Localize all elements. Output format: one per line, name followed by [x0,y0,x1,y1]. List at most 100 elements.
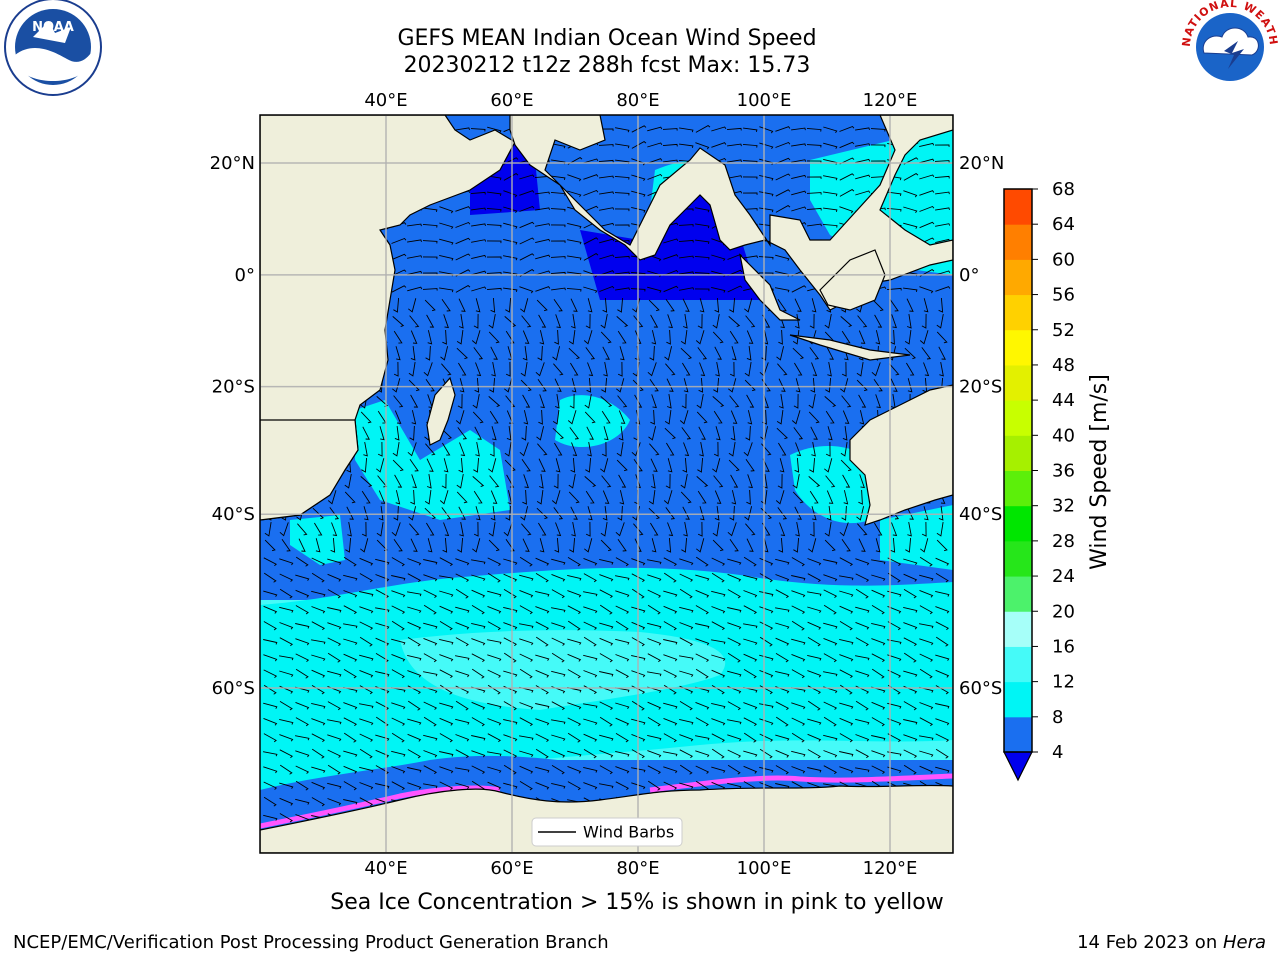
wind-barb [855,606,870,613]
wind-barb [664,346,673,361]
wind-barb [791,575,806,581]
wind-barb [599,207,615,211]
wind-barb [567,750,582,757]
map-subtitle: 20230212 t12z 288h fcst Max: 15.73 [403,53,811,78]
wind-barb [426,458,434,472]
wind-barb [615,605,630,614]
wind-barb [455,558,470,566]
wind-barb [424,490,432,505]
wind-barb [391,669,405,679]
wind-barb [583,606,598,614]
wind-barb [471,653,485,663]
colorbar-segment [1004,259,1032,296]
wind-barb [473,347,484,360]
wind-barb [650,314,659,328]
wind-barb [682,457,688,473]
wind-barb [360,411,372,424]
wind-barb [711,142,727,148]
wind-barb [584,411,596,424]
wind-barb [555,522,562,537]
colorbar-segment [1004,716,1032,753]
wind-barb [471,668,485,679]
map-area [260,115,953,853]
wind-barb [455,700,469,711]
wind-barb [360,538,369,553]
wind-barb [615,287,630,291]
wind-barb [519,442,529,457]
wind-barb [554,394,560,409]
wind-barb [539,538,545,553]
wind-barb [936,539,948,552]
wind-barb [599,701,614,711]
wind-barb [407,442,417,457]
wind-barb [475,298,481,313]
wind-barb [391,557,405,567]
wind-barb [472,476,485,488]
wind-barb [935,270,951,276]
wind-barb [871,653,885,663]
wind-barb [583,174,599,180]
lat-tick-label: 20°N [210,153,255,174]
wind-barb [811,298,817,313]
wind-barb [663,285,679,293]
wind-barb [347,522,352,537]
wind-barb [857,315,868,328]
wind-barb [855,190,871,196]
wind-barb [887,557,902,567]
wind-barb [519,589,534,598]
wind-barb [679,588,693,599]
wind-barb [535,207,550,211]
colorbar-tick-label: 68 [1052,179,1075,200]
wind-barb [505,505,511,521]
wind-barb [600,314,608,329]
wind-barb [919,158,935,164]
wind-barb [647,158,663,164]
wind-barb [855,588,869,599]
wind-barb [841,361,847,377]
wind-barb [407,573,422,583]
wind-barb [694,288,710,292]
wind-barb [376,539,388,552]
wind-barb [455,621,470,630]
wind-barb [535,654,550,661]
wind-barb [279,655,294,661]
wind-barb [567,157,583,165]
wind-barb [359,797,374,807]
wind-barb [859,410,865,425]
wind-barb [811,362,818,377]
wind-barb [647,765,661,775]
wind-barb [746,346,752,361]
wind-barb [503,637,517,647]
wind-barb [711,718,726,726]
wind-barb [871,574,886,582]
wind-barb [537,379,547,392]
wind-barb [679,749,693,759]
wind-barb [391,253,407,261]
wind-barb [329,507,340,520]
wind-barb [440,346,449,361]
wind-barb [375,607,390,613]
wind-barb [345,537,352,553]
wind-barb [567,669,581,679]
wind-barb [938,346,946,360]
wind-barb [745,523,756,536]
wind-barb [887,639,902,645]
wind-barb [471,574,486,582]
wind-barb [327,749,342,758]
wind-barb [663,254,679,260]
wind-barb [551,637,566,646]
wind-barb [807,670,822,678]
wind-barb [551,607,566,613]
wind-barb [439,717,454,726]
wind-barb [858,538,866,552]
wind-barb [823,765,838,775]
sea-ice-edge [260,785,501,829]
wind-barb [727,622,742,630]
wind-barb [375,558,390,565]
wind-barb [906,314,912,329]
wind-barb [632,379,644,392]
wind-barb [615,575,630,581]
wind-barb [647,653,662,663]
wind-barb [487,605,502,614]
wind-barb [712,314,720,329]
